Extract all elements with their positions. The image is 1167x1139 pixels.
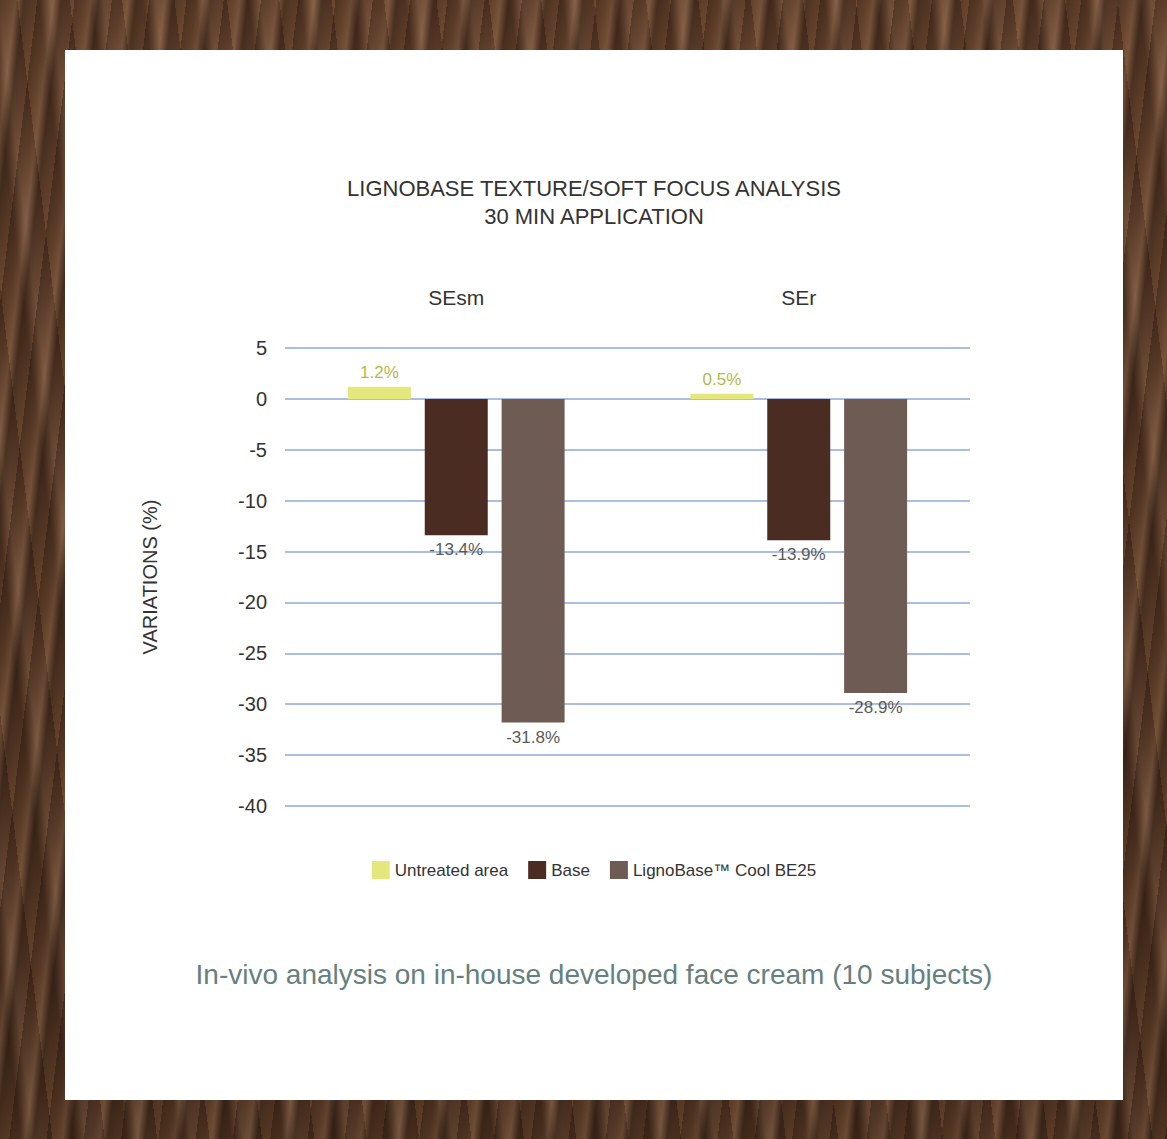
svg-text:LIGNOBASE TEXTURE/SOFT FOCUS A: LIGNOBASE TEXTURE/SOFT FOCUS ANALYSIS (347, 176, 841, 201)
svg-text:-35: -35 (238, 744, 267, 766)
svg-text:-20: -20 (238, 591, 267, 613)
svg-text:-5: -5 (249, 439, 267, 461)
svg-text:-10: -10 (238, 490, 267, 512)
svg-text:Untreated area: Untreated area (395, 861, 509, 880)
svg-text:1.2%: 1.2% (360, 363, 399, 382)
svg-text:-25: -25 (238, 642, 267, 664)
svg-text:SEsm: SEsm (428, 286, 484, 309)
svg-text:LignoBase™ Cool BE25: LignoBase™ Cool BE25 (633, 861, 816, 880)
svg-text:30 MIN APPLICATION: 30 MIN APPLICATION (484, 204, 704, 229)
svg-text:-40: -40 (238, 795, 267, 817)
svg-text:-13.4%: -13.4% (429, 540, 483, 559)
svg-text:5: 5 (256, 337, 267, 359)
svg-text:0: 0 (256, 388, 267, 410)
svg-text:VARIATIONS (%): VARIATIONS (%) (139, 500, 161, 655)
html-text:In-vivo analysis on in-house d: In-vivo analysis on in-house developed f… (195, 959, 993, 990)
svg-text:-28.9%: -28.9% (849, 698, 903, 717)
svg-text:0.5%: 0.5% (703, 370, 742, 389)
svg-text:-31.8%: -31.8% (506, 728, 560, 747)
svg-text:-15: -15 (238, 541, 267, 563)
svg-text:-13.9%: -13.9% (772, 545, 826, 564)
svg-text:-30: -30 (238, 693, 267, 715)
svg-text:Base: Base (551, 861, 590, 880)
svg-text:SEr: SEr (781, 286, 816, 309)
